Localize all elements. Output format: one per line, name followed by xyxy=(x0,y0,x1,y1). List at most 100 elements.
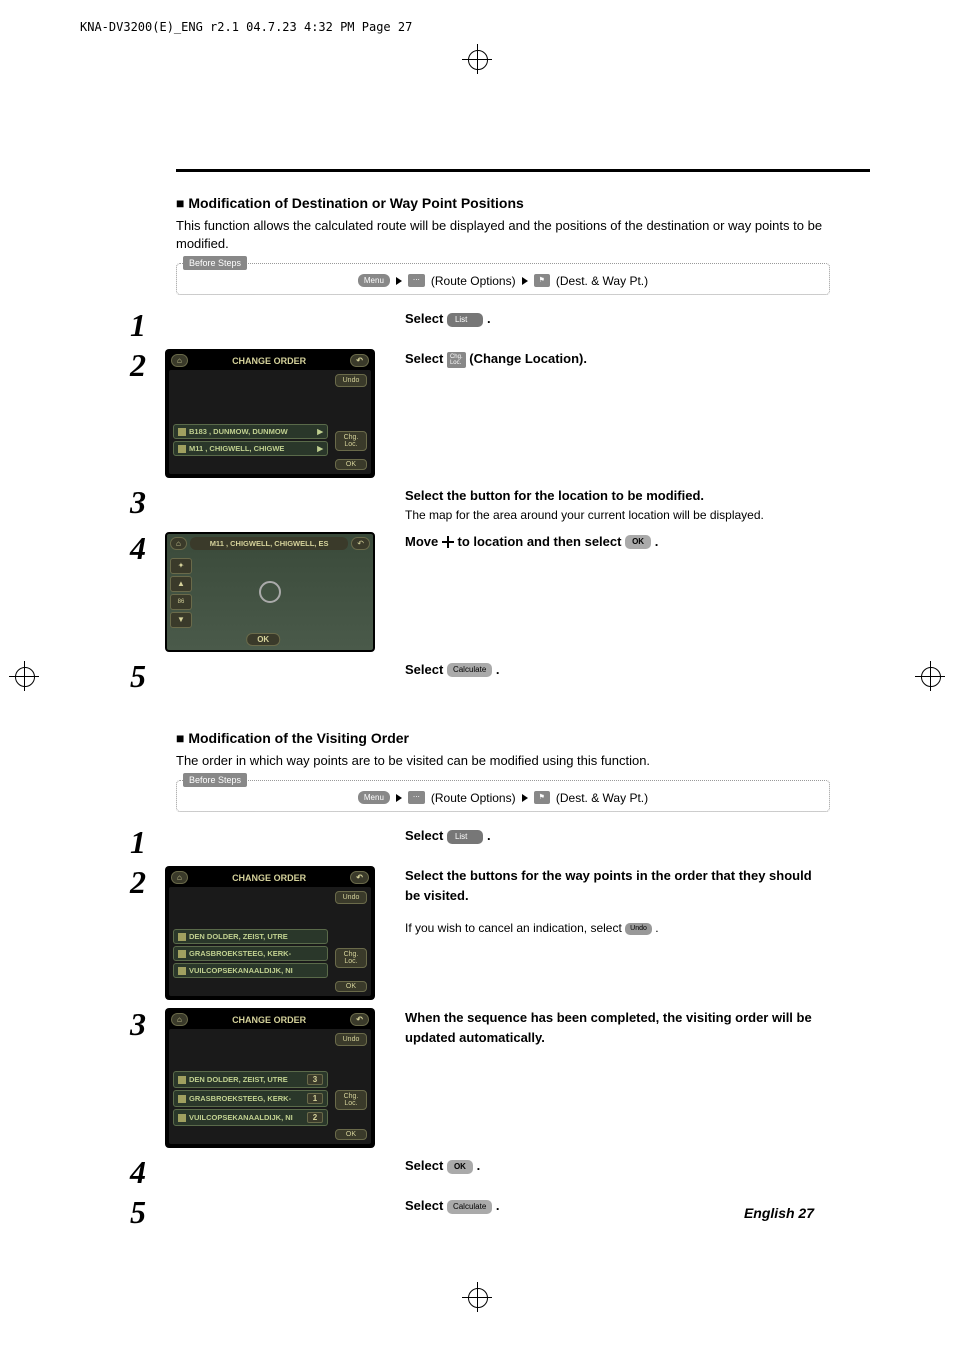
calculate-button-icon: Calculate xyxy=(447,663,492,677)
menu-button-icon: Menu xyxy=(358,274,390,287)
manual-page: KNA-DV3200(E)_ENG r2.1 04.7.23 4:32 PM P… xyxy=(0,0,954,1351)
ok-button-icon: OK xyxy=(625,535,651,549)
step-num: 3 xyxy=(130,486,165,518)
home-icon: ⌂ xyxy=(170,537,187,550)
header-rule xyxy=(176,169,870,172)
map-scale-label: 86 xyxy=(170,594,192,610)
before-steps-tab: Before Steps xyxy=(183,256,247,270)
back-icon: ↶ xyxy=(351,537,370,550)
home-icon: ⌂ xyxy=(171,354,188,367)
arrow-icon xyxy=(522,277,528,285)
step-num: 5 xyxy=(130,660,165,692)
list-item[interactable]: M11 , CHIGWELL, CHIGWE▶ xyxy=(173,441,328,456)
route-options-label: (Route Options) xyxy=(431,791,516,805)
page-footer: English 27 xyxy=(744,1205,814,1221)
s2-step1: 1 Select List . xyxy=(130,826,830,858)
crop-mark-top xyxy=(468,50,486,68)
dest-waypt-label: (Dest. & Way Pt.) xyxy=(556,274,648,288)
dest-waypt-icon: ⚑ xyxy=(534,274,550,287)
step-text: . xyxy=(655,534,659,549)
flag-icon xyxy=(178,1076,186,1084)
ok-button[interactable]: OK xyxy=(335,459,367,470)
step-text: When the sequence has been completed, th… xyxy=(405,1008,830,1047)
before-steps-tab: Before Steps xyxy=(183,773,247,787)
arrow-icon xyxy=(396,794,402,802)
step-text: Select xyxy=(405,1198,443,1213)
undo-button[interactable]: Undo xyxy=(335,1033,367,1046)
map-ok-button[interactable]: OK xyxy=(246,633,280,646)
list-item[interactable]: DEN DOLDER, ZEIST, UTRE xyxy=(173,929,328,944)
list-item[interactable]: VUILCOPSEKANAALDIJK, NI xyxy=(173,963,328,978)
step-text: Select xyxy=(405,311,443,326)
list-item[interactable]: DEN DOLDER, ZEIST, UTRE3 xyxy=(173,1071,328,1088)
chg-loc-button[interactable]: Chg. Loc. xyxy=(335,948,367,968)
footer-lang: English xyxy=(744,1205,795,1221)
ok-button[interactable]: OK xyxy=(335,1129,367,1140)
chg-loc-button[interactable]: Chg. Loc. xyxy=(335,1090,367,1110)
s2-step4: 4 Select OK . xyxy=(130,1156,830,1188)
undo-button[interactable]: Undo xyxy=(335,374,367,387)
crop-mark-right xyxy=(921,667,939,685)
s1-step3: 3 Select the button for the location to … xyxy=(130,486,830,524)
chg-loc-button[interactable]: Chg. Loc. xyxy=(335,431,367,451)
step-text: Select xyxy=(405,662,443,677)
step-num: 4 xyxy=(130,532,165,564)
crop-mark-bottom xyxy=(468,1288,486,1306)
screen-title: CHANGE ORDER xyxy=(232,356,306,366)
step-text: . xyxy=(487,828,491,843)
section1-title: ■ Modification of Destination or Way Poi… xyxy=(176,195,830,211)
section2-title: ■ Modification of the Visiting Order xyxy=(176,730,830,746)
flag-icon xyxy=(178,967,186,975)
flag-icon xyxy=(178,1095,186,1103)
order-badge: 1 xyxy=(307,1093,323,1104)
route-options-label: (Route Options) xyxy=(431,274,516,288)
screen-title: CHANGE ORDER xyxy=(232,873,306,883)
step-num: 2 xyxy=(130,866,165,898)
list-item[interactable]: VUILCOPSEKANAALDIJK, NI2 xyxy=(173,1109,328,1126)
home-icon: ⌂ xyxy=(171,871,188,884)
s2-step3: 3 ⌂ CHANGE ORDER ↶ Undo Chg. Loc. xyxy=(130,1008,830,1148)
section1-desc: This function allows the calculated rout… xyxy=(176,217,830,253)
crop-mark-left xyxy=(15,667,33,685)
content: ■ Modification of Destination or Way Poi… xyxy=(130,175,830,1236)
dest-waypt-label: (Dest. & Way Pt.) xyxy=(556,791,648,805)
flag-icon xyxy=(178,428,186,436)
list-button-icon: List xyxy=(447,313,483,327)
print-header: KNA-DV3200(E)_ENG r2.1 04.7.23 4:32 PM P… xyxy=(80,20,412,34)
step-num: 4 xyxy=(130,1156,165,1188)
step-num: 5 xyxy=(130,1196,165,1228)
s1-step4: 4 ⌂ M11 , CHIGWELL, CHIGWELL, ES ↶ ✦ ▲ 8… xyxy=(130,532,830,652)
menu-button-icon: Menu xyxy=(358,791,390,804)
back-icon: ↶ xyxy=(350,354,369,367)
list-button-icon: List xyxy=(447,830,483,844)
step-text: Move xyxy=(405,534,438,549)
footer-page: 27 xyxy=(798,1205,814,1221)
map-title: M11 , CHIGWELL, CHIGWELL, ES xyxy=(190,537,348,550)
map-down-button[interactable]: ▼ xyxy=(170,612,192,628)
map-scale-button[interactable]: ✦ xyxy=(170,558,192,574)
flag-icon xyxy=(178,933,186,941)
back-icon: ↶ xyxy=(350,871,369,884)
ok-button[interactable]: OK xyxy=(335,981,367,992)
s2-step5: 5 Select Calculate . xyxy=(130,1196,830,1228)
dest-waypt-icon: ⚑ xyxy=(534,791,550,804)
step-num: 1 xyxy=(130,826,165,858)
step-subtext: If you wish to cancel an indication, sel… xyxy=(405,921,622,935)
list-item[interactable]: B183 , DUNMOW, DUNMOW▶ xyxy=(173,424,328,439)
step-subtext: . xyxy=(655,921,658,935)
crosshair-icon xyxy=(442,536,454,548)
before-steps-box-1: Before Steps Menu ⋯ (Route Options) ⚑ (D… xyxy=(176,263,830,295)
s1-step5: 5 Select Calculate . xyxy=(130,660,830,692)
back-icon: ↶ xyxy=(350,1013,369,1026)
change-order-screen: ⌂ CHANGE ORDER ↶ Undo Chg. Loc. DEN DOLD… xyxy=(165,866,375,1000)
undo-button[interactable]: Undo xyxy=(335,891,367,904)
step-num: 2 xyxy=(130,349,165,381)
flag-icon xyxy=(178,1114,186,1122)
step-text: Select the buttons for the way points in… xyxy=(405,866,830,905)
list-item[interactable]: GRASBROEKSTEEG, KERK-1 xyxy=(173,1090,328,1107)
home-icon: ⌂ xyxy=(171,1013,188,1026)
step-text: . xyxy=(496,662,500,677)
list-item[interactable]: GRASBROEKSTEEG, KERK- xyxy=(173,946,328,961)
map-up-button[interactable]: ▲ xyxy=(170,576,192,592)
arrow-icon xyxy=(522,794,528,802)
